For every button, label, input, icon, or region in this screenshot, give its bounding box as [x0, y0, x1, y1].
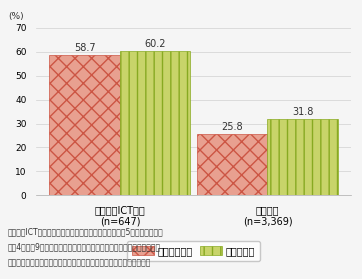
Text: 58.7: 58.7	[74, 43, 96, 53]
Text: 60.2: 60.2	[144, 39, 166, 49]
Text: 利益増加ICT貢献、それ以外において、売上向上効果の5項目、コスト削: 利益増加ICT貢献、それ以外において、売上向上効果の5項目、コスト削	[7, 227, 163, 236]
Bar	[197, 134, 268, 195]
Legend: 売上向上効果, コスト削減: 売上向上効果, コスト削減	[127, 241, 260, 261]
Bar	[268, 119, 338, 195]
Bar	[50, 55, 120, 195]
Text: た割合を計算し、売上向上効果、コスト削減毎に平均を計算した値。: た割合を計算し、売上向上効果、コスト削減毎に平均を計算した値。	[7, 258, 151, 267]
Text: (%): (%)	[8, 12, 24, 21]
Text: 減の4項目全9項目に対してそれぞれを目的として設定していると回答し: 減の4項目全9項目に対してそれぞれを目的として設定していると回答し	[7, 243, 160, 252]
Bar	[120, 51, 190, 195]
Text: 31.8: 31.8	[292, 107, 313, 117]
Text: 25.8: 25.8	[222, 122, 243, 132]
